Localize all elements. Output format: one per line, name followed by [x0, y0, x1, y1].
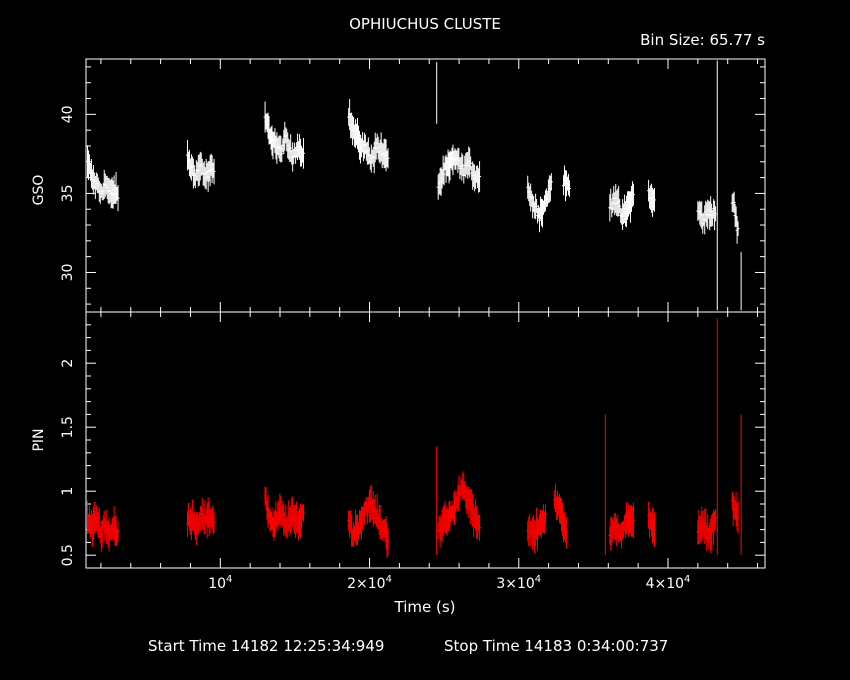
gso-y-tick-label: 35: [60, 184, 76, 202]
pin-y-tick-label: 1: [60, 487, 76, 496]
gso-y-tick-label: 40: [60, 105, 76, 123]
gso-data-segment: [608, 181, 635, 230]
pin-data-segment: [436, 471, 482, 548]
gso-series: [85, 60, 742, 311]
gso-axis-ticks: 30 35 40: [60, 59, 765, 312]
pin-data-segment: [647, 501, 657, 547]
x-tick-label: 2×104: [347, 574, 392, 592]
svg-text:3×104: 3×104: [496, 574, 541, 592]
pin-data-segment: [730, 491, 740, 534]
gso-panel: 30 35 40 GSO: [31, 58, 766, 313]
svg-text:104: 104: [208, 574, 232, 592]
pin-data-segment: [85, 500, 120, 553]
pin-y-axis-label: PIN: [31, 428, 47, 451]
pin-data-segment: [696, 506, 718, 554]
pin-data-segment: [263, 486, 305, 542]
gso-data-segment: [436, 144, 482, 200]
pin-data-segment: [347, 484, 390, 558]
pin-panel: 0.5 1 1.5 2 104 2×104 3×104 4×104 PIN Time (s): [31, 311, 766, 616]
start-time-label: Start Time 14182 12:25:34:949: [148, 637, 384, 655]
pin-series: [85, 318, 742, 558]
x-tick-label: 4×104: [646, 574, 691, 592]
gso-data-segment: [526, 173, 553, 233]
pin-y-tick-label: 0.5: [60, 544, 76, 566]
gso-data-segment: [347, 98, 390, 174]
stop-time-label: Stop Time 14183 0:34:00:737: [444, 637, 668, 655]
x-axis-label: Time (s): [394, 598, 456, 616]
pin-y-tick-label: 2: [60, 359, 76, 368]
bin-size-label: Bin Size: 65.77 s: [640, 31, 765, 49]
gso-data-segment: [562, 165, 571, 202]
x-tick-label: 104: [208, 574, 232, 592]
gso-data-segment: [85, 145, 120, 212]
pin-data-segment: [185, 497, 216, 546]
pin-y-tick-label: 1.5: [60, 416, 76, 438]
pin-data-segment: [608, 501, 635, 551]
gso-data-segment: [263, 101, 305, 172]
x-tick-label: 3×104: [496, 574, 541, 592]
gso-data-segment: [185, 139, 216, 192]
gso-data-segment: [696, 196, 718, 235]
chart-title: OPHIUCHUS CLUSTE: [349, 15, 501, 33]
gso-y-tick-label: 30: [60, 264, 76, 282]
pin-data-segment: [526, 503, 547, 554]
svg-text:4×104: 4×104: [646, 574, 691, 592]
gso-data-segment: [730, 191, 740, 244]
gso-y-axis-label: GSO: [31, 175, 47, 206]
pin-axis-ticks: 0.5 1 1.5 2: [60, 311, 765, 569]
pin-data-segment: [553, 483, 568, 549]
x-axis-tick-labels: 104 2×104 3×104 4×104: [208, 574, 690, 592]
svg-text:2×104: 2×104: [347, 574, 392, 592]
gso-data-segment: [647, 179, 657, 217]
